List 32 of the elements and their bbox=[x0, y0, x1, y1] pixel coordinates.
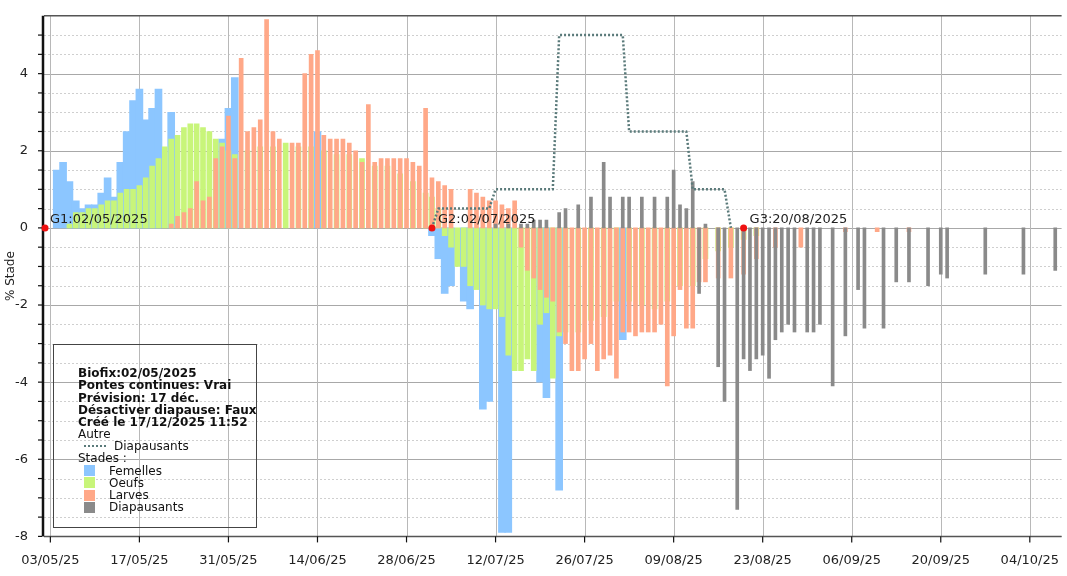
legend-label: Femelles bbox=[109, 463, 163, 478]
annotation: Autre bbox=[78, 427, 112, 442]
y-tick-label: -2 bbox=[15, 296, 28, 312]
x-tick-label: 31/05/25 bbox=[199, 551, 258, 567]
y-tick-label: -8 bbox=[15, 527, 28, 543]
x-tick-label: 17/05/25 bbox=[110, 551, 169, 567]
x-tick-label: 12/07/25 bbox=[466, 551, 525, 567]
legend-title: Stades : bbox=[78, 451, 127, 466]
annotation: Prévision: 17 déc. bbox=[78, 390, 200, 405]
x-tick-label: 28/06/25 bbox=[377, 551, 436, 567]
x-tick-label: 14/06/25 bbox=[288, 551, 347, 567]
annotation: Pontes continues: Vrai bbox=[78, 378, 233, 393]
y-axis-title: % Stade bbox=[3, 251, 18, 302]
annotation: Biofix:02/05/2025 bbox=[78, 366, 197, 381]
x-tick-label: 23/08/25 bbox=[733, 551, 792, 567]
legend-label: Diapausants bbox=[114, 439, 189, 454]
annotation: G3:20/08/2025 bbox=[749, 210, 848, 226]
y-tick-label: 2 bbox=[19, 142, 28, 158]
y-tick-label: -4 bbox=[15, 373, 28, 389]
x-tick-label: 26/07/25 bbox=[555, 551, 614, 567]
x-tick-label: 03/05/25 bbox=[21, 551, 80, 567]
x-tick-label: 06/09/25 bbox=[822, 551, 881, 567]
x-tick-label: 20/09/25 bbox=[911, 551, 970, 567]
annotation: G2:02/07/2025 bbox=[437, 210, 536, 226]
x-tick-label: 09/08/25 bbox=[644, 551, 703, 567]
y-tick-label: 4 bbox=[19, 65, 28, 81]
x-tick-label: 04/10/25 bbox=[1000, 551, 1059, 567]
y-tick-label: 0 bbox=[19, 219, 28, 235]
annotation: Désactiver diapause: Faux bbox=[78, 402, 257, 417]
legend-label: Diapausants bbox=[109, 500, 184, 515]
legend-label: Oeufs bbox=[109, 475, 144, 490]
y-tick-label: -6 bbox=[15, 450, 28, 466]
